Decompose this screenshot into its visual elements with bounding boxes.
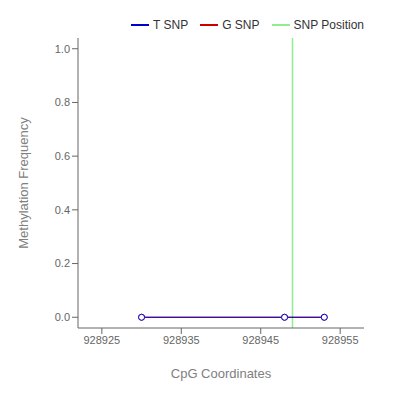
svg-text:CpG Coordinates: CpG Coordinates — [171, 366, 272, 381]
html-text:T SNP: T SNP — [153, 18, 189, 32]
svg-text:1.0: 1.0 — [55, 43, 70, 55]
svg-text:928945: 928945 — [242, 334, 279, 346]
svg-text:0.4: 0.4 — [55, 204, 70, 216]
html-text:G SNP: G SNP — [222, 18, 260, 32]
svg-text:928935: 928935 — [163, 334, 200, 346]
svg-text:928925: 928925 — [83, 334, 120, 346]
svg-text:928955: 928955 — [322, 334, 359, 346]
svg-text:0.2: 0.2 — [55, 257, 70, 269]
svg-text:Methylation Frequency: Methylation Frequency — [16, 117, 31, 249]
svg-text:0.8: 0.8 — [55, 96, 70, 108]
html-text:SNP Position: SNP Position — [293, 18, 364, 32]
svg-text:0.0: 0.0 — [55, 311, 70, 323]
svg-text:0.6: 0.6 — [55, 150, 70, 162]
